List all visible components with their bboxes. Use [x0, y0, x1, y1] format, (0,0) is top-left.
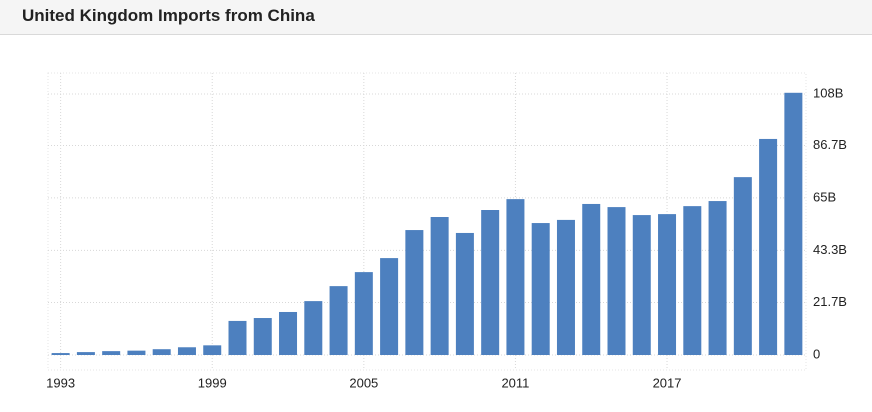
bar [253, 318, 272, 355]
bar [531, 223, 550, 355]
bar [380, 258, 399, 355]
bar [203, 345, 222, 355]
bar [76, 352, 95, 355]
chart-title: United Kingdom Imports from China [22, 6, 315, 25]
y-tick-label: 108B [813, 85, 843, 100]
bar [481, 210, 500, 355]
bar [607, 207, 626, 355]
bar [152, 349, 171, 355]
bar [506, 199, 525, 355]
y-tick-label: 65B [813, 189, 836, 204]
y-tick-label: 86.7B [813, 137, 847, 152]
bar [329, 286, 348, 355]
x-tick-label: 1999 [198, 375, 227, 390]
bar [683, 206, 702, 355]
bar [658, 214, 677, 355]
bar [430, 217, 449, 355]
bar [708, 201, 727, 355]
plot-frame [47, 72, 807, 371]
bar [177, 347, 196, 355]
bar [556, 219, 575, 355]
y-tick-label: 43.3B [813, 242, 847, 257]
x-tick-label: 2011 [501, 375, 529, 390]
bar [51, 353, 70, 355]
x-tick-label: 1993 [46, 375, 75, 390]
bar [102, 351, 121, 355]
bar [455, 232, 474, 355]
bar [405, 230, 424, 355]
bar [304, 301, 323, 355]
bar [733, 177, 752, 355]
bar [127, 350, 146, 355]
y-tick-label: 21.7B [813, 294, 847, 309]
bar [354, 272, 373, 355]
bar [784, 92, 803, 356]
bar [228, 320, 247, 355]
header: United Kingdom Imports from China [0, 0, 872, 35]
x-tick-label: 2005 [349, 375, 378, 390]
bar [632, 215, 651, 355]
bar [759, 138, 778, 355]
bar [279, 311, 298, 355]
y-tick-label: 0 [813, 346, 820, 361]
x-tick-label: 2017 [653, 375, 682, 390]
bar [582, 203, 601, 355]
